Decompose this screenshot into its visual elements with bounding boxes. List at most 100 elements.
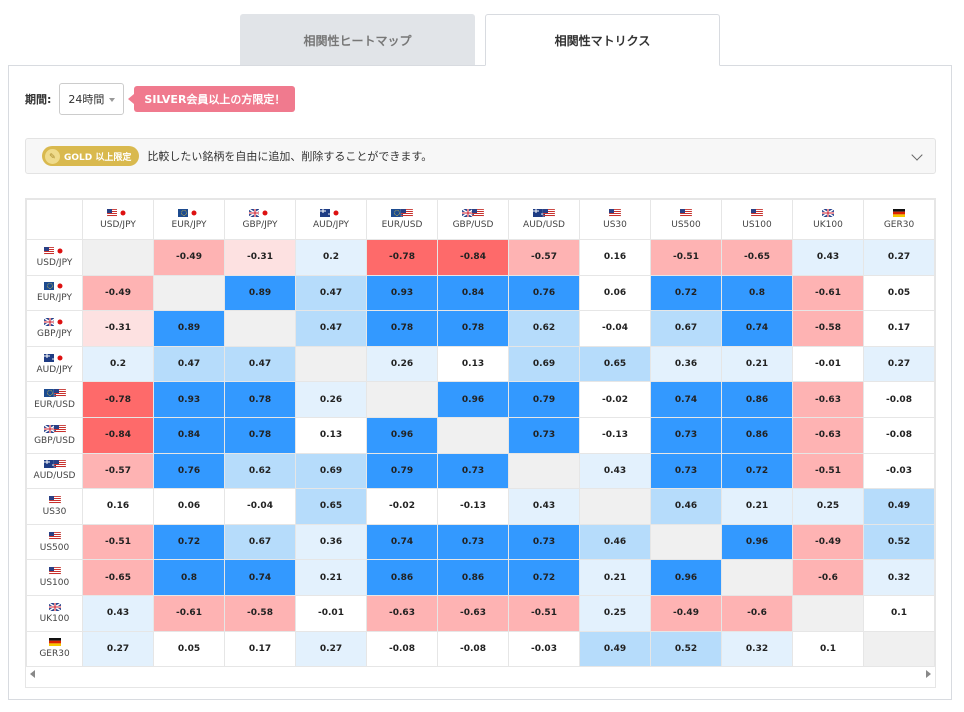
matrix-cell-diagonal [863, 630, 935, 668]
scroll-left-icon[interactable] [30, 670, 35, 678]
matrix-cell: 0.25 [579, 594, 651, 632]
matrix-cell: 0.84 [153, 416, 225, 454]
column-header-label: GBP/USD [452, 220, 494, 230]
chevron-down-icon[interactable] [911, 149, 923, 161]
matrix-cell: -0.51 [508, 594, 580, 632]
row-header-label: AUD/USD [33, 471, 76, 482]
column-header-label: USD/JPY [100, 220, 136, 230]
matrix-row: UK100 0.43 -0.61 -0.58 -0.01 -0.63 -0.63 -0.51 0… [26, 594, 935, 632]
flag-icon [533, 209, 555, 217]
matrix-cell: 0.36 [650, 345, 722, 383]
matrix-row: AUD/JPY 0.2 0.47 0.47 0.26 0.13 0.69 0.65 0.36 0.… [26, 345, 935, 383]
silver-member-badge: SILVER会員以上の方限定！ [128, 86, 296, 112]
matrix-cell: -0.08 [863, 416, 935, 454]
period-select[interactable]: 24時間 [59, 83, 125, 115]
scroll-track[interactable] [39, 670, 922, 678]
matrix-cell-diagonal [153, 274, 225, 312]
matrix-cell: 0.78 [224, 416, 296, 454]
matrix-row: GBP/JPY -0.31 0.89 0.47 0.78 0.78 0.62 -0.04 0.6… [26, 310, 935, 347]
matrix-cell-diagonal [366, 381, 438, 418]
flag-icon [609, 209, 621, 217]
flag-icon [178, 209, 200, 217]
matrix-cell: 0.26 [366, 345, 438, 383]
matrix-cell: 0.72 [153, 523, 225, 561]
matrix-cell: 0.52 [863, 523, 935, 561]
matrix-cell: 0.47 [295, 310, 367, 347]
matrix-cell: 0.96 [650, 559, 722, 596]
matrix-cell-diagonal [295, 345, 367, 383]
column-header: GBP/JPY [224, 199, 296, 240]
flag-icon [48, 602, 61, 611]
horizontal-scrollbar[interactable] [26, 666, 935, 682]
matrix-cell: 0.43 [508, 488, 580, 525]
matrix-cell: -0.04 [579, 310, 651, 347]
matrix-cell-diagonal [579, 488, 651, 525]
matrix-cell: 0.32 [863, 559, 935, 596]
tab-bar: 相関性ヒートマップ 相関性マトリクス [240, 14, 720, 66]
matrix-cell: 0.74 [366, 523, 438, 561]
matrix-cell: 0.96 [721, 523, 793, 561]
matrix-cell: 0.76 [508, 274, 580, 312]
matrix-cell: 0.72 [508, 559, 580, 596]
matrix-cell: -0.63 [437, 594, 509, 632]
gold-bar-text: 比較したい銘柄を自由に追加、削除することができます。 [147, 150, 433, 163]
tab-matrix[interactable]: 相関性マトリクス [485, 14, 720, 66]
matrix-cell: -0.51 [650, 239, 722, 276]
matrix-cell: 0.74 [224, 559, 296, 596]
matrix-cell: 0.43 [82, 594, 154, 632]
column-header-label: UK100 [813, 220, 843, 230]
matrix-panel: 期間: 24時間 SILVER会員以上の方限定！ ✎ GOLD 以上限定 比較し… [8, 65, 952, 700]
flag-icon [43, 246, 66, 255]
matrix-cell: 0.62 [508, 310, 580, 347]
matrix-cell-diagonal [650, 523, 722, 561]
flag-icon [48, 531, 61, 540]
matrix-row: US100 -0.65 0.8 0.74 0.21 0.86 0.86 0.72 0.21 0.9… [26, 559, 935, 596]
matrix-cell: 0.2 [82, 345, 154, 383]
matrix-cell: -0.02 [579, 381, 651, 418]
gold-feature-bar[interactable]: ✎ GOLD 以上限定 比較したい銘柄を自由に追加、削除することができます。 [25, 138, 936, 174]
matrix-cell: 0.79 [366, 452, 438, 490]
matrix-cell: 0.89 [224, 274, 296, 312]
matrix-cell: -0.61 [792, 274, 864, 312]
column-header-label: EUR/USD [381, 220, 423, 230]
column-header: EUR/USD [366, 199, 438, 240]
tab-heatmap[interactable]: 相関性ヒートマップ [240, 14, 475, 66]
matrix-row: EUR/JPY -0.49 0.89 0.47 0.93 0.84 0.76 0.06 0.72… [26, 274, 935, 312]
column-header-label: AUD/USD [523, 220, 565, 230]
matrix-cell: -0.57 [82, 452, 154, 490]
matrix-cell: 0.46 [650, 488, 722, 525]
matrix-cell: 0.73 [508, 416, 580, 454]
matrix-row: AUD/USD -0.57 0.76 0.62 0.69 0.79 0.73 0.43 0.73… [26, 452, 935, 490]
flag-icon [680, 209, 692, 217]
column-header: US500 [650, 199, 722, 240]
matrix-cell: 0.06 [153, 488, 225, 525]
matrix-cell: 0.25 [792, 488, 864, 525]
matrix-cell: 0.93 [153, 381, 225, 418]
flag-icon [43, 389, 66, 398]
matrix-cell: 0.13 [295, 416, 367, 454]
matrix-cell: -0.57 [508, 239, 580, 276]
matrix-cell: 0.06 [579, 274, 651, 312]
matrix-cell-diagonal [721, 559, 793, 596]
matrix-cell: 0.78 [224, 381, 296, 418]
row-header-label: US500 [39, 542, 70, 553]
row-header: EUR/USD [26, 381, 83, 418]
matrix-cell: 0.96 [437, 381, 509, 418]
matrix-cell: 0.21 [721, 345, 793, 383]
matrix-cell: 0.21 [295, 559, 367, 596]
flag-icon [48, 567, 61, 576]
matrix-cell: 0.62 [224, 452, 296, 490]
row-header: US30 [26, 488, 83, 525]
column-header: UK100 [792, 199, 864, 240]
matrix-cell: -0.63 [366, 594, 438, 632]
matrix-cell: -0.58 [224, 594, 296, 632]
matrix-cell: 0.1 [792, 630, 864, 668]
matrix-cell: 0.93 [366, 274, 438, 312]
flag-icon [107, 209, 129, 217]
matrix-cell: -0.78 [82, 381, 154, 418]
matrix-cell: 0.86 [721, 381, 793, 418]
matrix-cell: 0.74 [721, 310, 793, 347]
scroll-right-icon[interactable] [926, 670, 931, 678]
matrix-cell: -0.08 [366, 630, 438, 668]
matrix-cell: -0.49 [82, 274, 154, 312]
